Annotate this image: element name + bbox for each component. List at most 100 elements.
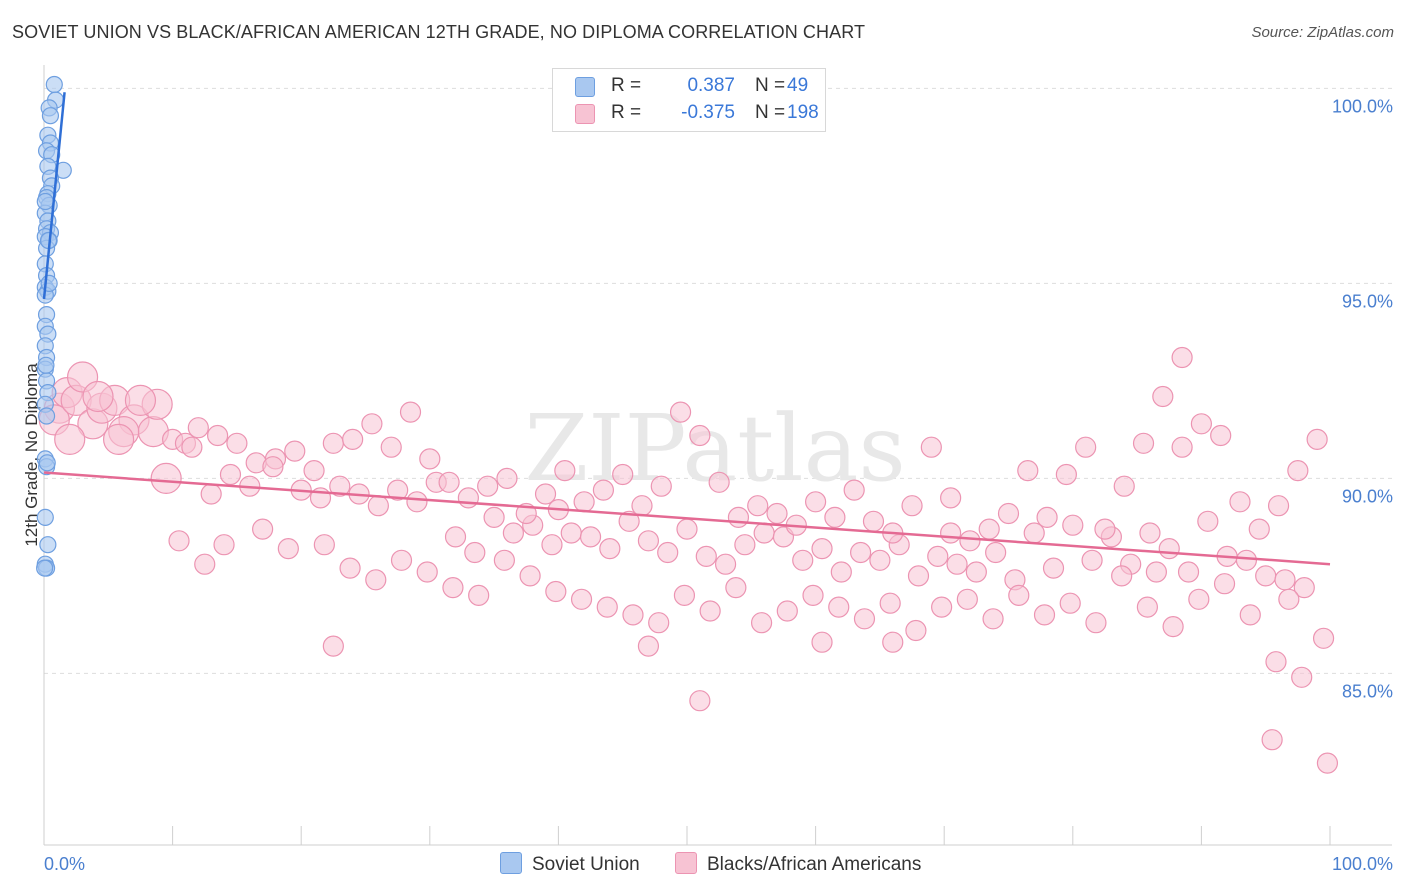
blacks-point	[1197, 510, 1219, 532]
blacks-point	[1248, 518, 1270, 540]
blacks-point	[1265, 651, 1287, 673]
legend-r-label: R =	[611, 102, 642, 123]
blacks-point	[907, 565, 930, 587]
blacks-point	[560, 522, 582, 544]
blacks-point	[187, 417, 209, 439]
blacks-point	[1017, 460, 1039, 482]
blacks-point	[1055, 463, 1077, 486]
blacks-point	[367, 495, 389, 517]
blacks-point	[727, 506, 750, 529]
blacks-point	[618, 510, 640, 532]
blacks-point	[1162, 615, 1184, 638]
blacks-point	[1274, 569, 1296, 591]
blacks-point	[905, 619, 927, 642]
blacks-point	[1188, 588, 1210, 610]
blacks-point	[689, 690, 711, 712]
blacks-point	[380, 436, 402, 458]
soviet-point	[37, 356, 55, 374]
blacks-point	[1316, 752, 1339, 774]
blacks-point	[940, 522, 962, 544]
blacks-point	[792, 549, 814, 571]
legend-n-label: N =	[755, 102, 786, 123]
blacks-point	[708, 471, 730, 493]
blacks-point	[946, 553, 968, 575]
blacks-point	[622, 604, 644, 626]
soviet-point	[45, 75, 63, 94]
blacks-point	[416, 561, 438, 583]
blacks-point	[1059, 592, 1081, 614]
blacks-point	[676, 518, 698, 540]
soviet-point	[36, 559, 54, 577]
blacks-point	[226, 432, 248, 454]
blacks-point	[390, 549, 413, 571]
legend-n-label: N =	[755, 75, 786, 96]
blacks-point	[1239, 604, 1261, 626]
trend-lines	[42, 92, 1331, 566]
blacks-point	[637, 635, 660, 657]
blacks-point	[406, 491, 428, 513]
blacks-point	[361, 413, 383, 435]
soviet-point	[40, 274, 58, 292]
soviet-point	[38, 454, 56, 472]
soviet-trend-line	[42, 92, 66, 300]
blacks-point	[985, 541, 1007, 564]
blacks-point	[1008, 584, 1030, 607]
blacks-point	[1171, 346, 1193, 369]
blacks-point	[869, 549, 891, 571]
blacks-point	[753, 522, 775, 544]
blacks-point	[959, 530, 981, 552]
blacks-point	[399, 401, 422, 423]
blacks-point	[1036, 506, 1058, 529]
blacks-point	[657, 541, 679, 564]
blacks-point	[502, 522, 524, 544]
blacks-point	[322, 432, 344, 454]
blacks-point	[365, 569, 387, 591]
blacks-point	[303, 460, 325, 482]
blacks-point	[570, 588, 593, 610]
blacks-point	[631, 495, 653, 517]
blacks-point	[1267, 495, 1290, 517]
blacks-point	[493, 549, 515, 571]
blacks-point	[168, 530, 190, 552]
blacks-point	[669, 401, 692, 423]
blacks-point	[750, 612, 773, 634]
blacks-point	[699, 600, 721, 622]
bottom-legend-label-soviet: Soviet Union	[532, 854, 640, 875]
blacks-point	[124, 384, 157, 416]
blacks-point	[329, 475, 351, 497]
blacks-point	[534, 483, 557, 505]
blacks-point	[725, 576, 747, 599]
legend-n-value: 198	[787, 102, 819, 123]
blacks-point	[342, 428, 364, 450]
series-soviet-points	[36, 75, 72, 577]
blacks-point	[457, 487, 479, 509]
blacks-point	[1158, 537, 1180, 560]
legend-r-value: 0.387	[687, 75, 735, 96]
blacks-point	[1261, 729, 1283, 751]
blacks-point	[1229, 491, 1251, 513]
legend-swatch-blacks	[575, 104, 595, 124]
y-tick-label: 95.0%	[1342, 291, 1393, 311]
blacks-point	[387, 479, 409, 501]
blacks-point	[1113, 475, 1135, 497]
blacks-point	[804, 491, 827, 513]
source-label: Source: ZipAtlas.com	[1251, 24, 1394, 41]
blacks-point	[1287, 460, 1309, 482]
blacks-point	[1152, 385, 1174, 408]
blacks-point	[1177, 561, 1200, 583]
blacks-point	[637, 530, 660, 552]
bottom-legend-blacks: Blacks/African Americans	[675, 852, 921, 876]
blacks-point	[483, 506, 505, 529]
soviet-point	[39, 536, 57, 554]
blacks-point	[1111, 565, 1133, 587]
blacks-point	[965, 561, 987, 583]
blacks-point	[830, 561, 852, 583]
blacks-point	[824, 506, 846, 529]
blacks-point	[802, 584, 824, 607]
x-tick-labels: 0.0% 100.0%	[44, 854, 1393, 874]
blacks-point	[1094, 518, 1116, 540]
blacks-point	[496, 467, 518, 489]
blacks-point	[464, 541, 486, 564]
blacks-point	[650, 475, 672, 497]
soviet-point	[41, 107, 60, 125]
